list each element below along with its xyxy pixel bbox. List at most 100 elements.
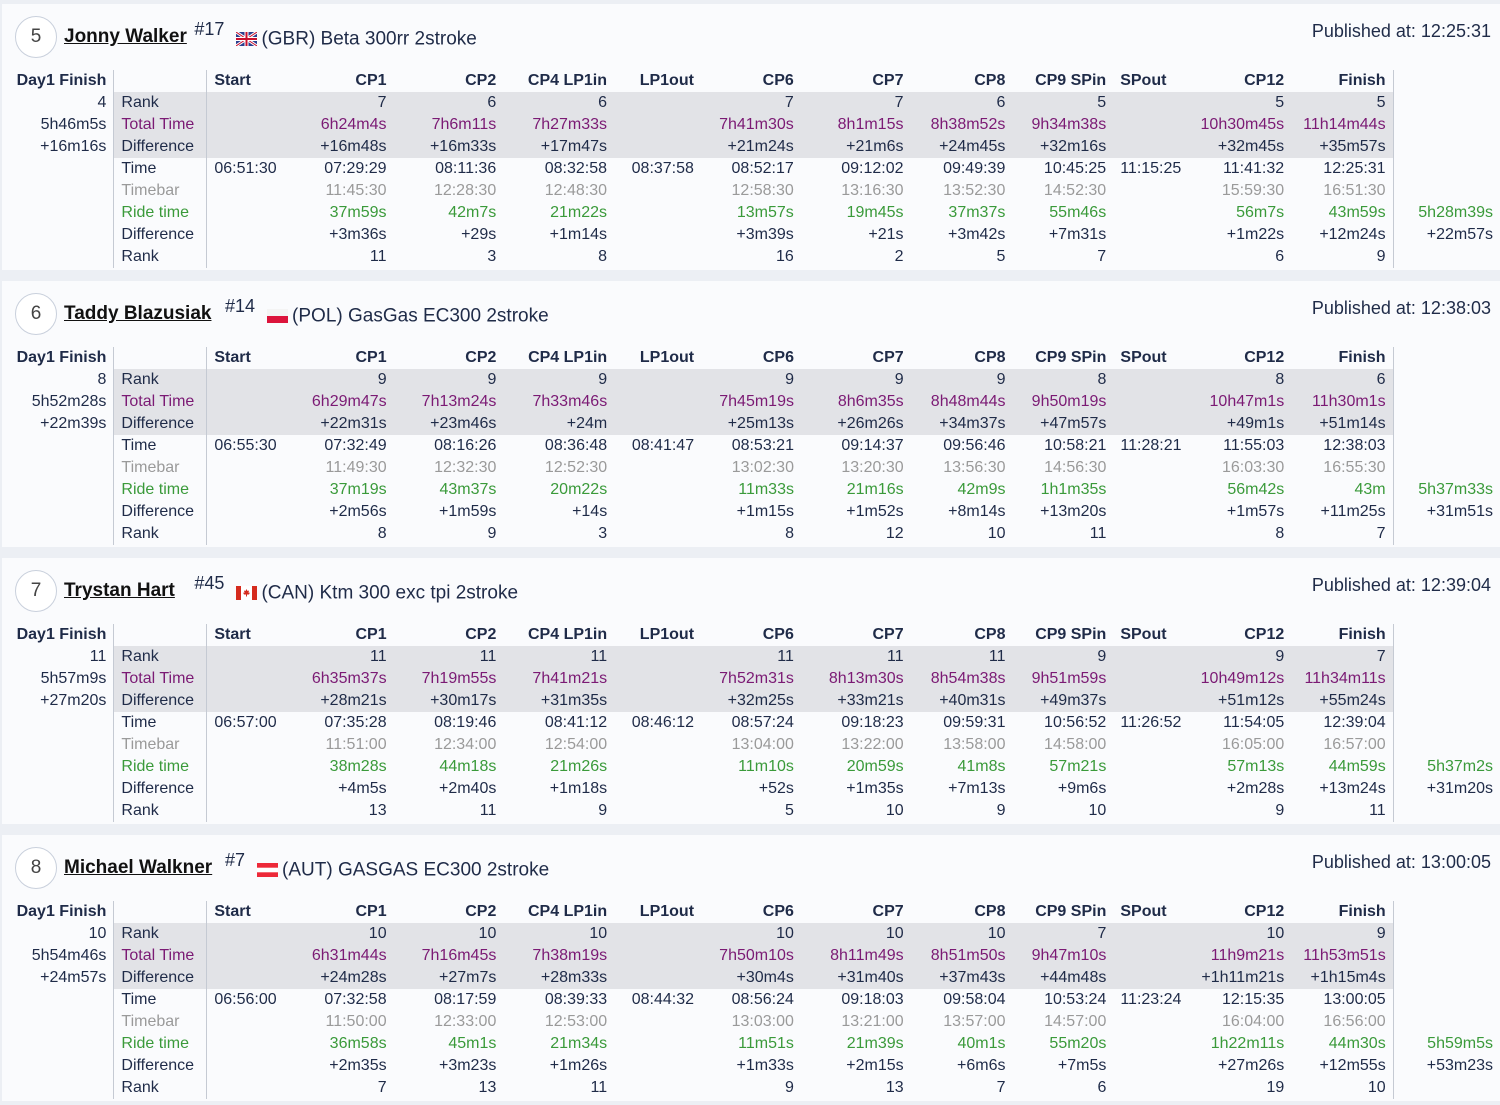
day1-value: [2, 180, 115, 202]
cell-time: 09:49:39: [943, 160, 1006, 177]
row-label: Time: [113, 158, 208, 180]
cell-time: 07:35:28: [324, 714, 387, 731]
column-header: LP1out: [639, 626, 695, 643]
row-label: Difference: [113, 690, 208, 712]
cell-rank2: [1113, 246, 1192, 268]
cell-diff2: +1m14s: [549, 226, 608, 243]
row-label: Time: [113, 712, 208, 734]
column-header: CP12: [1244, 626, 1285, 643]
cell-rank: [1393, 92, 1500, 114]
cell-ride: 57m21s: [1049, 758, 1107, 775]
rider-name-link[interactable]: Taddy Blazusiak: [64, 303, 212, 324]
row-label: Total Time: [113, 945, 208, 967]
published-label: Published at:: [1311, 21, 1421, 41]
cell-rank: 9: [1291, 923, 1394, 945]
cell-timebar: [1113, 734, 1192, 756]
cell-diff2: +1m26s: [549, 1057, 608, 1074]
cell-rank: 9: [301, 369, 394, 391]
cell-rank: 9: [393, 369, 504, 391]
cell-time: 12:39:04: [1291, 712, 1394, 734]
day1-value: [2, 1033, 115, 1055]
cell-timebar: 14:56:30: [1044, 459, 1107, 476]
row-label: Rank: [113, 523, 208, 545]
cell-timebar: 13:04:00: [731, 736, 794, 753]
rider-name-link[interactable]: Trystan Hart: [64, 580, 175, 601]
cell-ride: [207, 479, 302, 501]
position-badge: 8: [15, 847, 57, 889]
day1-value: [2, 202, 115, 224]
cell-diff2: [1113, 778, 1192, 800]
rider-name-link[interactable]: Michael Walkner: [64, 857, 213, 878]
cell-timebar: 11:45:30: [325, 182, 387, 199]
row-diff: +16m16s Difference +16m48s +16m33s +17m47s +2…: [2, 136, 1500, 158]
day1-value: [2, 224, 115, 246]
row-label: Rank: [113, 646, 208, 668]
cell-total: 7h38m19s: [503, 945, 615, 967]
row-label: Timebar: [113, 734, 208, 756]
cell-ride: [1113, 1033, 1192, 1055]
cell-time: 09:12:02: [841, 160, 904, 177]
cell-rank: [1393, 923, 1500, 945]
row-diff: +24m57s Difference +24m28s +27m7s +28m33s +30…: [2, 967, 1500, 989]
day1-value: [2, 523, 115, 545]
nation-bike: (AUT) GASGAS EC300 2stroke: [282, 859, 550, 881]
cell-ride: 21m22s: [550, 204, 608, 221]
cell-total: 10h49m12s: [1192, 668, 1292, 690]
day1-value: [2, 435, 115, 457]
cell-rank2: [207, 246, 302, 268]
cell-diff: +24m45s: [910, 136, 1013, 158]
row-label: Ride time: [113, 479, 208, 501]
cell-rank: [1113, 92, 1193, 114]
table-header-row: Day1 Finish Start CP1 CP2 CP4 LP1in LP1out CP6…: [2, 624, 1500, 646]
cell-ride: 20m59s: [846, 758, 904, 775]
cell-ride: 5h37m2s: [1427, 758, 1493, 775]
cell-timebar: [207, 457, 302, 479]
cell-timebar: [1113, 180, 1192, 202]
row-label: Rank: [113, 1077, 208, 1099]
cell-time: [1393, 989, 1500, 1011]
gb-flag-icon: [235, 30, 259, 48]
cell-timebar: [1113, 1011, 1192, 1033]
row-diff2: Difference +3m36s +29s +1m14s +3m39s +21s +3m4…: [2, 224, 1500, 246]
cell-total: [1113, 114, 1193, 136]
cell-rank2: 5: [996, 248, 1006, 265]
cell-ride: 13m57s: [736, 204, 794, 221]
row-time: Time 06:56:00 07:32:58 08:17:59 08:39:33 08:4…: [2, 989, 1500, 1011]
row-total: 5h54m46s Total Time 6h31m44s 7h16m45s 7h38m1…: [2, 945, 1500, 967]
cell-rank2: 8: [598, 248, 608, 265]
rider-name-link[interactable]: Jonny Walker: [64, 26, 187, 47]
row-label: Rank: [113, 800, 208, 822]
published-label: Published at:: [1311, 575, 1421, 595]
cell-timebar: 12:28:30: [433, 182, 497, 199]
day1-finish-header: Day1 Finish: [2, 347, 115, 369]
cell-time: 08:44:32: [631, 991, 695, 1008]
column-header: CP1: [355, 903, 387, 920]
position-badge: 5: [15, 16, 57, 58]
cell-timebar: 15:59:30: [1221, 182, 1285, 199]
cell-rank: 10: [1192, 923, 1292, 945]
cell-ride: 21m26s: [550, 758, 608, 775]
cell-rank: 10: [301, 923, 394, 945]
cell-diff: +35m57s: [1291, 136, 1394, 158]
cell-timebar: [207, 1011, 302, 1033]
cell-ride: [614, 479, 701, 501]
cell-ride: 55m20s: [1049, 1035, 1107, 1052]
cell-ride: 11m51s: [738, 1035, 794, 1052]
cell-rank2: [1113, 523, 1192, 545]
cell-total: [1393, 114, 1500, 136]
cell-time: 08:37:58: [631, 160, 694, 177]
cell-time: 06:56:00: [214, 991, 277, 1008]
column-header: CP8: [974, 903, 1006, 920]
cell-rank2: [1393, 800, 1500, 822]
day1-finish-header: Day1 Finish: [2, 901, 115, 923]
cell-ride: 57m13s: [1227, 758, 1285, 775]
column-header: CP1: [355, 626, 387, 643]
cell-timebar: [614, 457, 701, 479]
cell-diff2: [1113, 501, 1192, 523]
cell-ride: 21m39s: [846, 1035, 904, 1052]
cell-timebar: 11:49:30: [325, 459, 387, 476]
cell-rank: 11: [910, 646, 1013, 668]
cell-diff: [614, 136, 701, 158]
cell-timebar: 12:53:00: [544, 1013, 608, 1030]
cell-time: 13:00:05: [1291, 989, 1394, 1011]
